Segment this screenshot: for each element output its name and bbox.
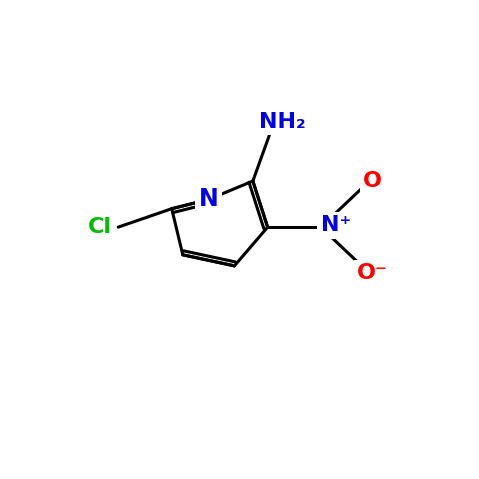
Text: O⁻: O⁻ bbox=[357, 263, 388, 283]
Text: N⁺: N⁺ bbox=[321, 215, 351, 235]
Text: Cl: Cl bbox=[88, 217, 112, 237]
Text: NH₂: NH₂ bbox=[259, 112, 306, 132]
Text: N: N bbox=[199, 187, 218, 212]
Text: O: O bbox=[363, 171, 382, 191]
